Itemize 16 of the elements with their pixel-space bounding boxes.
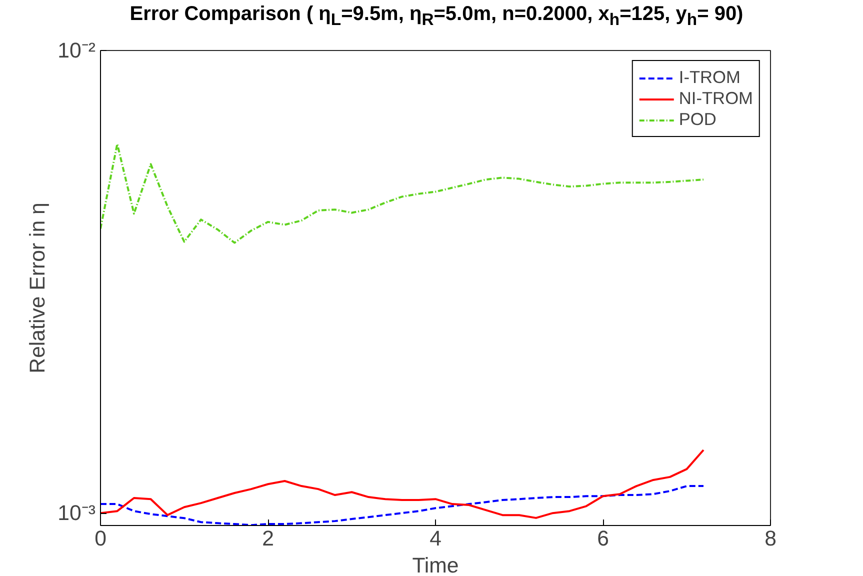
x-tick-label: 0 (94, 526, 107, 550)
y-axis-title: Relative Error in η (26, 202, 50, 374)
y-tick-label: 10⁻³ (58, 501, 96, 526)
line-series (100, 448, 704, 519)
y-tick-label: 10⁻² (58, 38, 96, 62)
x-tick-label: 8 (764, 526, 776, 550)
legend-label: NI-TROM (678, 88, 753, 109)
x-tick-label: 4 (430, 526, 442, 550)
chart-title: Error Comparison ( η$_{L}$=9.5m, η$_{R}$=5.0m, n=0.2000, x$_{h}$=125, y$_{h}$= 90) (130, 3, 744, 29)
legend-label: I-TROM (678, 67, 740, 88)
line-series (100, 485, 704, 526)
x-tick-label: 6 (597, 526, 609, 550)
legend-label: POD (678, 109, 716, 130)
x-axis-title: Time (412, 554, 459, 576)
line-series (100, 142, 704, 244)
x-tick-label: 2 (262, 526, 274, 550)
